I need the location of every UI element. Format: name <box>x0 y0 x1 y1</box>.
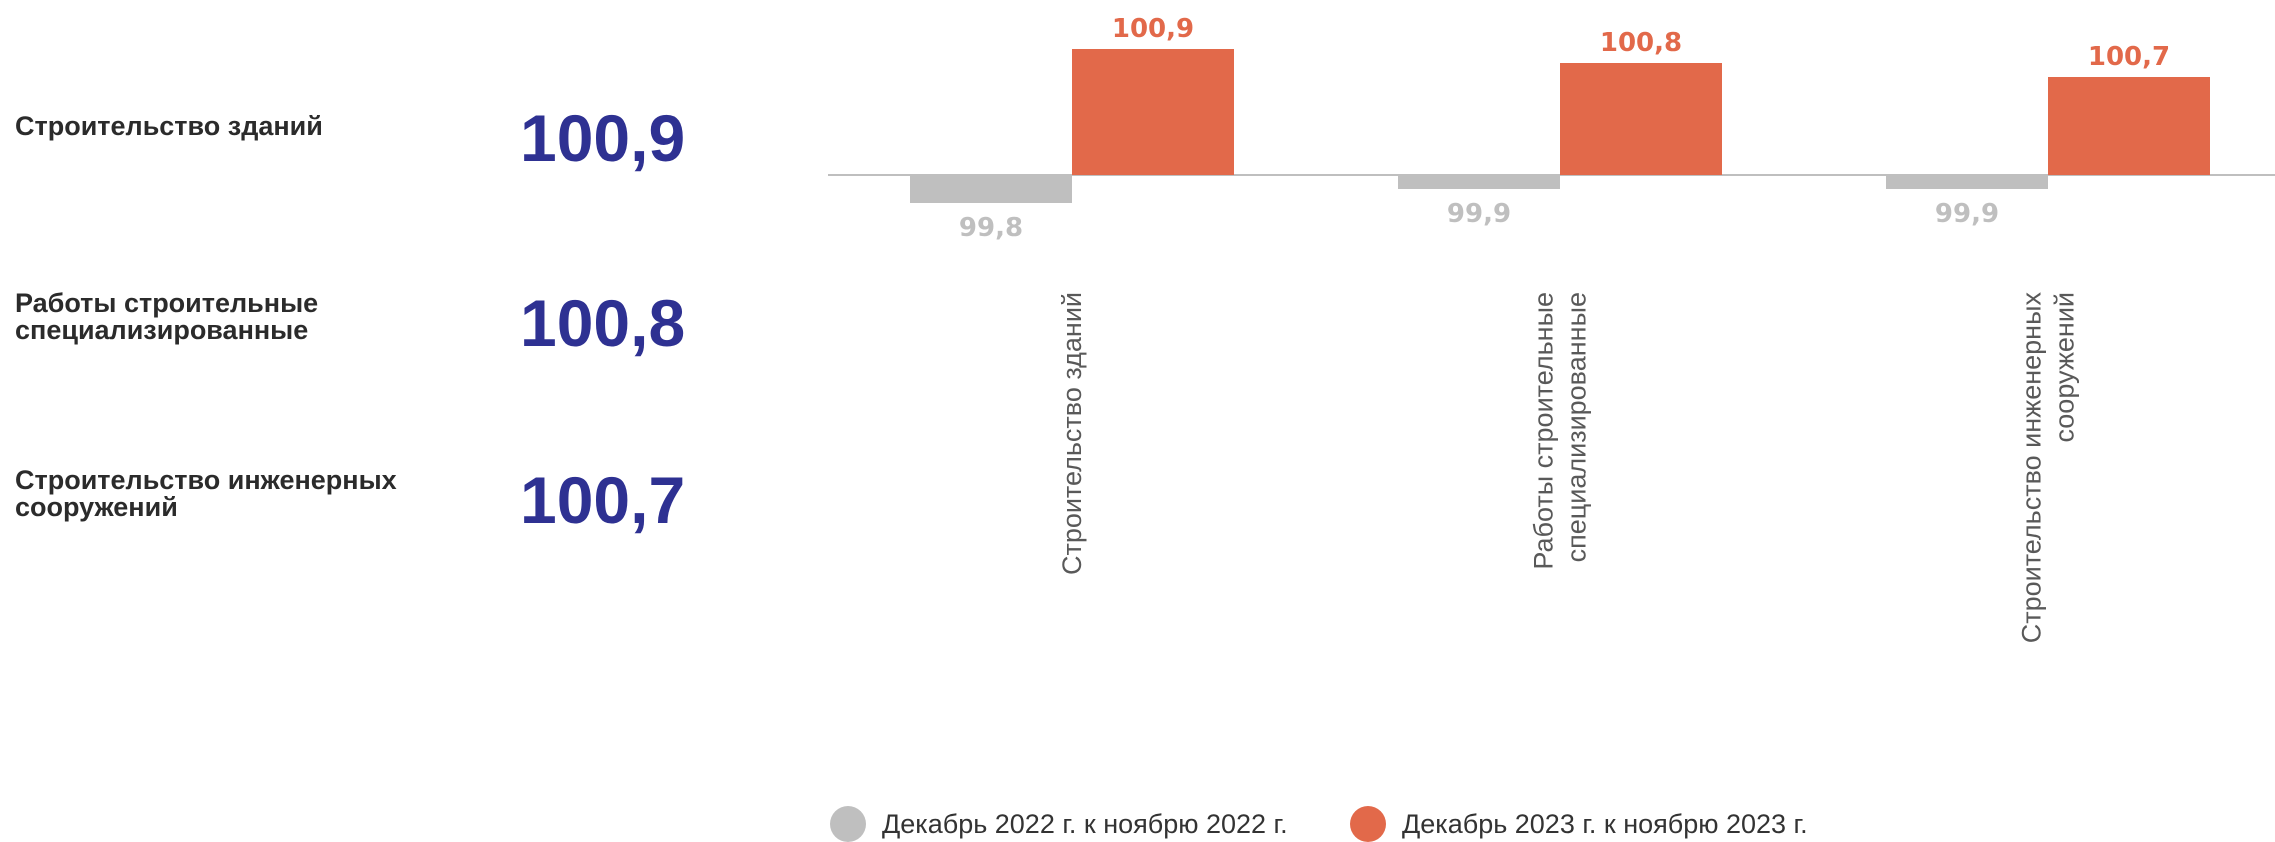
category-label-line: сооружений <box>2050 292 2080 443</box>
summary-value: 100,8 <box>520 286 686 360</box>
category-label-line: Строительство инженерных <box>2017 292 2047 644</box>
summary-value: 100,9 <box>520 101 686 175</box>
category-label: Строительство инженерных сооружений <box>2017 292 2080 644</box>
category-label-line: специализированные <box>1562 292 1592 562</box>
bar <box>910 175 1072 203</box>
bar <box>1886 175 2048 189</box>
category-label-line: Работы строительные <box>1529 292 1559 570</box>
category-label: Строительство зданий <box>1057 292 1087 575</box>
legend-label: Декабрь 2022 г. к ноябрю 2022 г. <box>882 808 1288 839</box>
data-label: 100,7 <box>2088 42 2170 72</box>
summary-row: Строительство зданий 100,9 <box>0 105 700 185</box>
legend-marker <box>830 806 866 842</box>
summary-row: Работы строительные специализированные 1… <box>0 290 700 370</box>
legend-marker <box>1350 806 1386 842</box>
legend-item: Декабрь 2023 г. к ноябрю 2023 г. <box>1350 806 1808 842</box>
legend-item: Декабрь 2022 г. к ноябрю 2022 г. <box>830 806 1288 842</box>
summary-label: Строительство инженерных сооружений <box>15 465 397 522</box>
summary-row: Строительство инженерных сооружений 100,… <box>0 467 700 547</box>
bar <box>1072 49 1234 175</box>
category-label-line: Строительство зданий <box>1057 292 1087 575</box>
category-label: Работы строительные специализированные <box>1529 292 1592 570</box>
data-label: 99,9 <box>1935 199 1999 229</box>
data-label: 100,8 <box>1600 28 1682 58</box>
bar <box>1560 63 1722 175</box>
data-label: 100,9 <box>1112 14 1194 44</box>
summary-value: 100,7 <box>520 463 686 537</box>
summary-label: Строительство зданий <box>15 111 323 141</box>
bar <box>2048 77 2210 175</box>
summary-label: Работы строительные специализированные <box>15 288 319 345</box>
legend-label: Декабрь 2023 г. к ноябрю 2023 г. <box>1402 808 1808 839</box>
bar-chart: 99,8 100,9 Строительство зданий 99,9 100,8 Ра… <box>828 14 2275 644</box>
bar <box>1398 175 1560 189</box>
data-label: 99,8 <box>959 213 1023 243</box>
data-label: 99,9 <box>1447 199 1511 229</box>
